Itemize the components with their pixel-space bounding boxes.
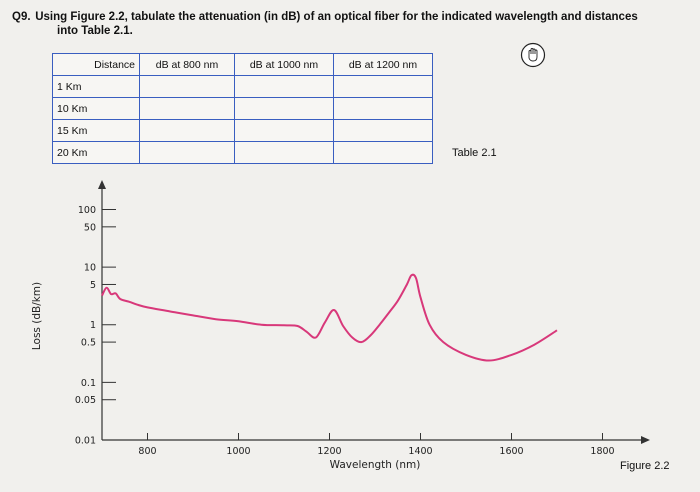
x-tick-label: 1400: [408, 446, 432, 457]
table-caption: Table 2.1: [452, 147, 497, 159]
x-axis-title: Wavelength (nm): [330, 459, 421, 471]
attenuation-table: Distance dB at 800 nm dB at 1000 nm dB a…: [52, 53, 433, 164]
y-tick-label: 5: [90, 280, 96, 291]
distance-cell: 20 Km: [52, 141, 140, 164]
y-axis-arrow-icon: [98, 180, 106, 189]
y-tick-label: 1: [90, 320, 96, 331]
loss-curve: [101, 273, 558, 362]
table-header-row: Distance dB at 800 nm dB at 1000 nm dB a…: [52, 53, 433, 76]
table-cell-1200nm[interactable]: [333, 141, 433, 164]
col-header-distance: Distance: [52, 53, 140, 76]
table-row: 20 Km: [52, 141, 433, 164]
question-body: Using Figure 2.2, tabulate the attenuati…: [35, 11, 638, 23]
x-tick-label: 1000: [226, 446, 250, 457]
chart-axes: [98, 180, 650, 444]
question-number: Q9.: [12, 11, 31, 23]
question-text: Q9. Using Figure 2.2, tabulate the atten…: [12, 10, 682, 38]
col-header-800nm: dB at 800 nm: [139, 53, 235, 76]
hand-pointer-icon: [520, 42, 546, 68]
y-ticks: 100 50 10 5 1 0.5 0.1 0.05 0.01: [75, 205, 116, 447]
y-tick-label: 0.5: [81, 338, 96, 349]
y-axis-title: Loss (dB/km): [31, 282, 43, 350]
x-tick-label: 800: [138, 446, 156, 457]
col-header-1000nm: dB at 1000 nm: [234, 53, 334, 76]
y-tick-label: 0.01: [75, 436, 96, 447]
col-header-1200nm: dB at 1200 nm: [333, 53, 433, 76]
y-tick-label: 0.1: [81, 378, 96, 389]
figure-caption: Figure 2.2: [620, 460, 670, 472]
y-tick-label: 10: [84, 263, 96, 274]
x-tick-label: 1800: [590, 446, 614, 457]
x-ticks: 800 1000 1200 1400 1600 1800: [138, 433, 615, 457]
x-tick-label: 1600: [499, 446, 523, 457]
y-tick-label: 0.05: [75, 395, 96, 406]
question-continuation: into Table 2.1.: [57, 25, 133, 37]
x-tick-label: 1200: [317, 446, 341, 457]
y-tick-label: 50: [84, 222, 96, 233]
x-axis-arrow-icon: [641, 436, 650, 444]
y-tick-label: 100: [78, 205, 96, 216]
